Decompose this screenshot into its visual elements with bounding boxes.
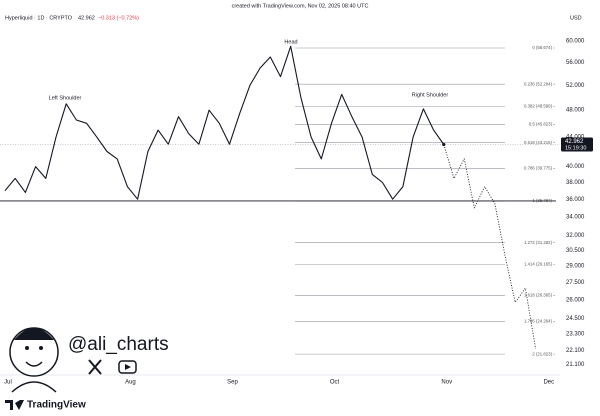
youtube-icon <box>118 360 137 374</box>
annotation: Head <box>284 39 297 45</box>
price-tag-value: 42.962 <box>565 139 584 145</box>
x-tick-label: Aug <box>125 380 136 386</box>
fib-label-bg <box>505 293 553 299</box>
credit: created with TradingView.com, Nov 02, 20… <box>232 3 369 9</box>
y-tick-label: 38.000 <box>566 180 585 186</box>
fib-label-bg <box>505 351 553 357</box>
youtube-play <box>125 364 131 370</box>
y-tick-label: 60.000 <box>566 39 585 45</box>
annotation: Right Shoulder <box>412 92 449 98</box>
avatar-eye <box>25 346 29 350</box>
avatar <box>9 327 59 393</box>
fib-label-bg <box>505 318 553 324</box>
y-tick-label: 48.000 <box>566 108 585 114</box>
fib-label: 1.618 (26.365) <box>524 293 553 298</box>
fib-label: 1.786 (24.264) <box>524 318 553 323</box>
y-tick-label: 30.500 <box>566 248 585 254</box>
fib-label: 0.786 (39.775) <box>524 165 553 170</box>
fib-label: 1.414 (29.165) <box>524 262 553 267</box>
fib-label-bg <box>505 261 553 267</box>
avatar-mouth <box>25 361 43 367</box>
annotation: Left Shoulder <box>49 95 82 101</box>
y-tick-label: 36.000 <box>566 197 585 203</box>
fib-label-bg <box>505 45 553 51</box>
y-tick-label: 56.000 <box>566 60 585 66</box>
y-tick-label: 21.100 <box>566 362 585 368</box>
price-line <box>443 144 537 349</box>
y-tick-label: 29.000 <box>566 264 585 270</box>
fib-label-bg <box>505 240 553 246</box>
x-tick-label: Sep <box>227 380 238 386</box>
y-tick-label: 32.000 <box>566 233 585 239</box>
x-icon <box>88 359 102 375</box>
currency: USD <box>570 15 582 21</box>
last-point <box>442 142 446 147</box>
fib-label-bg <box>505 121 553 128</box>
fib-label: 0 (58.674) <box>532 45 552 50</box>
fib-label: 1.272 (31.282) <box>524 240 553 245</box>
y-tick-label: 27.500 <box>566 280 585 286</box>
price-line <box>4 45 445 200</box>
fib-label-bg <box>505 165 553 171</box>
price-tag-countdown: 15:19:30 <box>565 145 586 151</box>
price-tag <box>561 137 593 152</box>
y-tick-label: 23.300 <box>566 331 585 337</box>
header-change: −0.313 (−0.72%) <box>98 15 139 21</box>
fib-label: 0.618 (43.216) <box>524 140 553 145</box>
y-tick-label: 34.000 <box>566 214 585 220</box>
x-tick-label: Nov <box>441 380 452 386</box>
x-tick-label: Jul <box>4 380 12 386</box>
avatar-hair <box>14 328 54 340</box>
y-tick-label: 24.500 <box>566 316 585 322</box>
fib-label-bg <box>505 103 553 109</box>
x-tick-label: Oct <box>330 380 340 386</box>
fib-label: 0.5 (45.823) <box>529 122 553 127</box>
avatar-eye <box>39 346 43 350</box>
symbol: Hyperliquid · 1D · CRYPTO <box>5 15 73 21</box>
fib-label: 0.382 (48.590) <box>524 104 553 109</box>
brand: TradingView <box>27 400 86 411</box>
x-tick-label: Dec <box>543 380 554 386</box>
fib-label: 0.236 (52.204) <box>524 81 553 86</box>
fib-label-bg <box>505 140 553 146</box>
header-price: 42.962 <box>78 15 95 21</box>
fib-label: 2 (21.823) <box>532 351 552 356</box>
y-tick-label: 22.100 <box>566 348 585 354</box>
y-tick-label: 26.000 <box>566 297 585 303</box>
y-tick-label: 52.000 <box>566 83 585 89</box>
watermark-handle: @ali_charts <box>68 334 169 355</box>
avatar-shoulders <box>11 381 57 393</box>
brand-logo <box>5 400 24 410</box>
fib-label-bg <box>505 81 553 87</box>
y-tick-label: 40.000 <box>566 164 585 170</box>
